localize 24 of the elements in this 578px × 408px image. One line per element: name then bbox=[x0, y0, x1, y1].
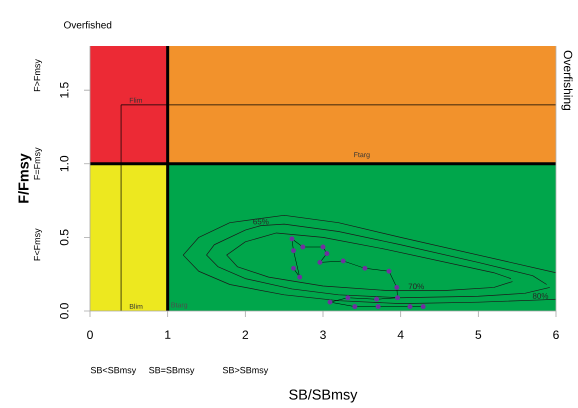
text: F>Fmsy bbox=[34, 59, 42, 92]
text: F<Fmsy bbox=[34, 228, 42, 260]
annotation: 70% bbox=[408, 284, 424, 290]
y2-axis-title: Overfishing bbox=[561, 50, 573, 110]
text: SB>SBmsy bbox=[222, 366, 268, 376]
y-tick-label: 0.0 bbox=[60, 303, 68, 319]
annotation: 80% bbox=[532, 293, 548, 299]
x-tick-label: 1 bbox=[165, 330, 170, 339]
x-tick-label: 0 bbox=[87, 330, 93, 340]
x-tick-label: 6 bbox=[553, 330, 559, 340]
chart-title: Overfished bbox=[64, 21, 112, 28]
y-tick-label: 1.5 bbox=[60, 82, 68, 98]
y-tick-label: 1.0 bbox=[60, 156, 68, 172]
annotation: 65% bbox=[253, 218, 269, 224]
y-tick-label: 0.5 bbox=[60, 230, 68, 246]
text: SB<SBmsy bbox=[90, 366, 136, 376]
x-tick-label: 5 bbox=[475, 330, 482, 339]
x-tick-label: 3 bbox=[320, 330, 326, 340]
x-tick-label: 4 bbox=[398, 330, 404, 339]
text: F=Fmsy bbox=[34, 147, 42, 180]
x-axis-title: SB/SBmsy bbox=[289, 389, 358, 403]
x-tick-label: 2 bbox=[242, 330, 248, 339]
text: SB=SBmsy bbox=[149, 366, 194, 376]
y-axis-title: F/Fmsy bbox=[18, 153, 32, 203]
